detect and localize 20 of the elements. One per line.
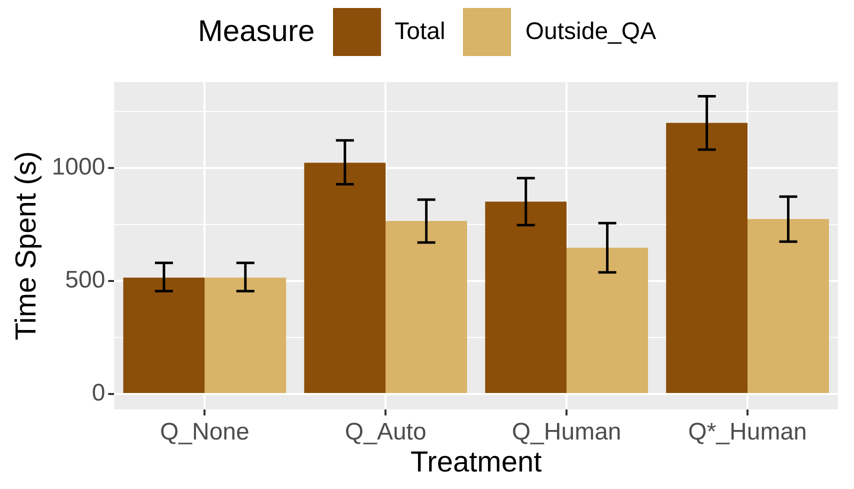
y-tick-label: 1000 xyxy=(52,154,106,181)
bar xyxy=(386,221,468,394)
x-axis-title: Treatment xyxy=(410,446,542,479)
bar xyxy=(123,278,205,394)
x-tick-label: Q*_Human xyxy=(688,418,807,446)
legend-label: Outside_QA xyxy=(525,18,656,46)
legend-label: Total xyxy=(394,18,446,46)
legend-title: Measure xyxy=(198,15,315,49)
bar xyxy=(566,248,648,394)
bar xyxy=(748,219,829,394)
y-tick-label: 500 xyxy=(65,266,106,294)
bar xyxy=(485,202,567,394)
y-axis-title: Time Spent (s) xyxy=(10,151,42,340)
bar xyxy=(304,162,386,394)
x-tick-label: Q_Human xyxy=(512,418,622,446)
x-tick-label: Q_Auto xyxy=(344,418,426,446)
bar xyxy=(666,122,748,394)
x-tick-label: Q_None xyxy=(160,418,250,446)
y-tick-label: 0 xyxy=(92,380,106,407)
bar xyxy=(204,278,286,394)
